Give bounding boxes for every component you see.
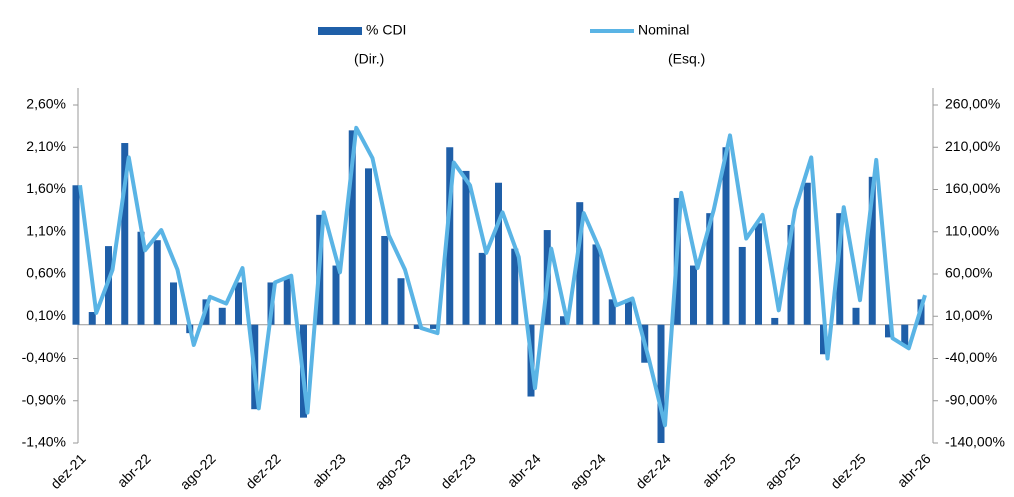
x-tick-label: dez-25: [827, 450, 869, 492]
bar: [495, 182, 502, 325]
x-tick-label: abr-22: [114, 450, 154, 490]
x-tick-label: dez-23: [437, 450, 479, 492]
bar: [722, 147, 730, 325]
y-tick-label: -0,40%: [22, 349, 66, 365]
legend-label: % CDI: [366, 22, 406, 38]
legend-axis-note: (Dir.): [354, 51, 384, 67]
y2-tick-label: -140,00%: [945, 434, 1005, 450]
x-tick-label: ago-22: [177, 450, 219, 492]
bar: [218, 307, 226, 325]
x-tick-label: abr-23: [309, 450, 349, 490]
bar: [803, 182, 811, 325]
bar: [787, 224, 795, 325]
y-tick-label: 2,60%: [26, 96, 66, 112]
bar: [137, 231, 145, 325]
y-tick-label: 1,60%: [26, 180, 66, 196]
y2-tick-label: 160,00%: [945, 180, 1000, 196]
bar: [170, 282, 177, 325]
bar: [560, 316, 567, 325]
y-tick-label: 0,10%: [26, 307, 66, 323]
x-tick-label: dez-22: [242, 450, 284, 492]
y-tick-label: 1,10%: [26, 222, 66, 238]
bar: [771, 317, 779, 325]
y2-tick-label: -90,00%: [945, 391, 997, 407]
y2-tick-label: 60,00%: [945, 265, 992, 281]
x-tick-label: ago-25: [762, 450, 804, 492]
y2-tick-label: 260,00%: [945, 96, 1000, 112]
bar: [511, 248, 519, 325]
x-tick-label: ago-23: [372, 450, 414, 492]
x-tick-label: ago-24: [567, 450, 609, 492]
bar: [478, 252, 486, 325]
x-tick-label: dez-24: [632, 450, 674, 492]
bar: [397, 278, 405, 325]
bar: [283, 278, 291, 325]
bar: [446, 147, 454, 325]
x-tick-label: abr-25: [699, 450, 739, 490]
bar: [88, 312, 96, 325]
bar: [592, 244, 600, 325]
bar: [430, 324, 437, 329]
bar: [365, 168, 372, 325]
legend-label: Nominal: [638, 22, 689, 38]
bar: [657, 324, 665, 443]
bar: [706, 213, 714, 325]
x-tick-label: dez-21: [47, 450, 89, 492]
bar: [576, 202, 584, 325]
bar: [885, 324, 892, 338]
bar: [348, 130, 356, 325]
x-tick-label: abr-26: [894, 450, 934, 490]
bar: [381, 235, 389, 325]
bar: [868, 176, 876, 325]
bar: [738, 246, 746, 325]
bar: [332, 265, 340, 325]
bar: [820, 324, 827, 355]
bar: [901, 324, 909, 346]
y2-tick-label: -40,00%: [945, 349, 997, 365]
x-tick-label: abr-24: [504, 450, 544, 490]
bar: [462, 170, 470, 325]
y2-tick-label: 10,00%: [945, 307, 992, 323]
legend-swatch: [318, 27, 362, 35]
bar: [625, 299, 632, 325]
bar: [608, 299, 616, 325]
y-tick-label: -1,40%: [22, 434, 66, 450]
y2-tick-label: 110,00%: [945, 222, 999, 238]
y-tick-label: 2,10%: [26, 138, 66, 154]
bar: [72, 185, 80, 325]
bar: [755, 223, 762, 325]
legend-axis-note: (Esq.): [668, 51, 705, 67]
line: [78, 125, 927, 428]
bar: [235, 282, 242, 325]
bar: [121, 143, 129, 325]
bar: [836, 213, 844, 325]
bar: [153, 240, 161, 325]
bar: [413, 324, 421, 329]
y-tick-label: -0,90%: [22, 391, 66, 407]
y2-tick-label: 210,00%: [945, 138, 1000, 154]
bar: [852, 307, 860, 325]
bar: [690, 265, 697, 325]
y-tick-label: 0,60%: [26, 265, 66, 281]
